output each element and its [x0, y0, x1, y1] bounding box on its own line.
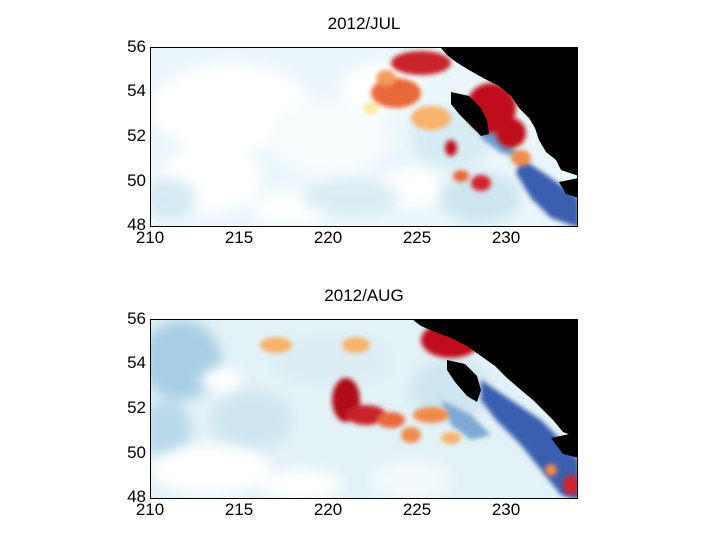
y-tick: 52 [127, 126, 146, 145]
panel-title: 2012/AUG [324, 286, 404, 305]
x-tick: 210 [135, 228, 165, 247]
y-tick: 56 [127, 309, 146, 328]
y-tick: 48 [127, 487, 146, 506]
anomaly-neutral-areas [151, 368, 451, 498]
map-panel-aug: 2012/AUG 56 54 52 50 48 [0, 272, 720, 542]
map-panel-jul: 2012/JUL 56 54 52 50 48 [0, 0, 720, 270]
x-tick: 220 [313, 500, 343, 519]
x-tick: 230 [491, 500, 521, 519]
y-tick: 56 [127, 37, 146, 56]
y-tick: 48 [127, 215, 146, 234]
x-tick: 230 [491, 228, 521, 247]
panel-title: 2012/JUL [327, 14, 401, 33]
x-tick: 220 [313, 228, 343, 247]
island [447, 360, 481, 402]
land-mask [413, 320, 577, 438]
y-tick: 52 [127, 398, 146, 417]
island [451, 92, 489, 136]
y-tick: 54 [127, 81, 146, 100]
y-tick: 50 [127, 171, 146, 190]
y-tick: 54 [127, 353, 146, 372]
island [551, 432, 577, 458]
island [559, 178, 577, 198]
x-tick: 215 [224, 228, 254, 247]
map-plot-area [150, 319, 578, 499]
x-tick: 225 [402, 500, 432, 519]
x-tick: 215 [224, 500, 254, 519]
land-mask [441, 48, 577, 176]
x-tick: 225 [402, 228, 432, 247]
x-tick: 210 [135, 500, 165, 519]
map-plot-area [150, 47, 578, 227]
y-tick: 50 [127, 443, 146, 462]
